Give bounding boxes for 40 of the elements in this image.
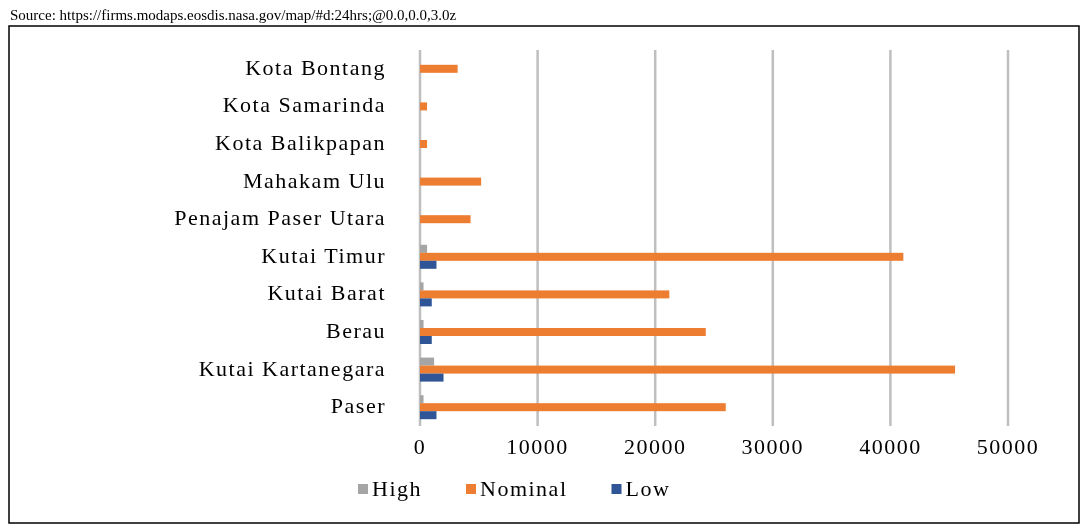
bar <box>420 395 424 404</box>
bar <box>420 290 670 299</box>
bar <box>420 215 471 224</box>
bar <box>420 260 437 269</box>
y-tick-label: Kota Samarinda <box>222 92 386 118</box>
y-tick-label: Kutai Kartanegara <box>198 355 386 381</box>
bar <box>420 64 458 73</box>
x-tick-label: 0 <box>413 434 427 459</box>
bar <box>420 365 956 374</box>
legend-label: Nominal <box>480 476 568 501</box>
bar <box>420 140 428 148</box>
source-note: Source: https://firms.modaps.eosdis.nasa.gov/map/#d:24hrs;@0.0,0.0,3.0z <box>10 7 457 23</box>
x-tick-label: 50000 <box>976 434 1040 459</box>
x-tick-label: 40000 <box>859 434 922 459</box>
y-tick-label: Kota Bontang <box>245 54 386 80</box>
bar <box>420 373 444 382</box>
x-tick-label: 10000 <box>506 434 569 459</box>
bar <box>420 411 437 420</box>
y-tick-label: Kutai Barat <box>267 280 386 306</box>
y-tick-label: Paser <box>330 393 386 419</box>
legend-label: High <box>372 476 422 501</box>
legend-label: Low <box>625 476 671 501</box>
y-tick-label: Mahakam Ulu <box>243 167 386 193</box>
y-tick-label: Kutai Timur <box>261 242 386 268</box>
bar <box>420 336 432 344</box>
y-tick-label: Penajam Paser Utara <box>174 205 386 231</box>
bar <box>420 320 424 328</box>
bar <box>420 102 428 111</box>
bar <box>420 282 424 291</box>
bar <box>420 244 428 253</box>
x-tick-label: 20000 <box>623 434 687 459</box>
bar <box>420 252 904 261</box>
bar <box>420 177 482 186</box>
y-tick-label: Berau <box>325 318 386 343</box>
bar <box>420 357 435 366</box>
bar <box>420 328 706 336</box>
x-tick-label: 30000 <box>741 434 805 459</box>
y-tick-label: Kota Balikpapan <box>215 130 386 155</box>
bar <box>420 403 726 412</box>
bar <box>420 298 432 307</box>
